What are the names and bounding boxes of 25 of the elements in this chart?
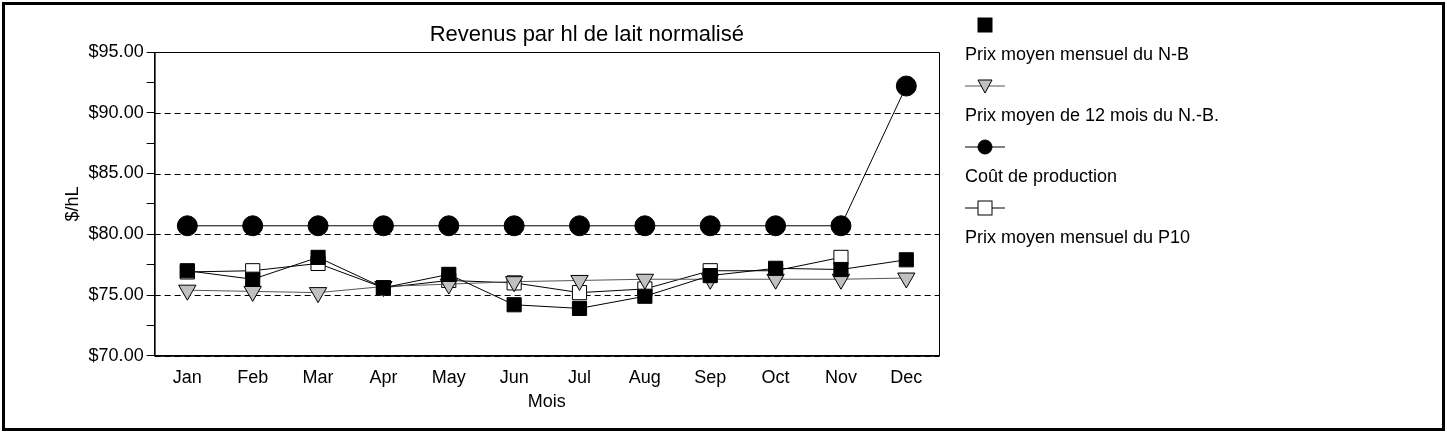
x-tick-label: Jul xyxy=(568,366,592,387)
legend-label: Prix moyen mensuel du N-B xyxy=(965,44,1191,65)
legend-label: Prix moyen mensuel du P10 xyxy=(965,227,1192,248)
x-tick-label: Oct xyxy=(761,366,790,387)
x-tick-label: Jun xyxy=(499,366,529,387)
x-tick-label: Sep xyxy=(694,366,727,387)
y-tick-label: $70.00 xyxy=(88,344,144,365)
y-tick-label: $80.00 xyxy=(88,223,144,244)
y-axis-title: $/hL xyxy=(61,186,82,222)
x-tick-label: Dec xyxy=(890,366,923,387)
legend-label: Coût de production xyxy=(965,166,1119,187)
legend-label: Prix moyen de 12 mois du N.-B. xyxy=(965,105,1220,126)
x-tick-label: Aug xyxy=(628,366,661,387)
chart-title: Revenus par hl de lait normalisé xyxy=(429,21,744,47)
x-tick-label: May xyxy=(431,366,466,387)
x-tick-label: Jan xyxy=(172,366,202,387)
x-axis-title: Mois xyxy=(527,391,566,412)
x-tick-label: Feb xyxy=(237,366,269,387)
x-tick-label: Mar xyxy=(302,366,334,387)
y-tick-label: $85.00 xyxy=(88,162,144,183)
x-tick-label: Apr xyxy=(369,366,398,387)
y-tick-label: $95.00 xyxy=(88,40,144,61)
x-tick-label: Nov xyxy=(824,366,857,387)
y-tick-label: $90.00 xyxy=(88,101,144,122)
y-tick-label: $75.00 xyxy=(88,284,144,305)
